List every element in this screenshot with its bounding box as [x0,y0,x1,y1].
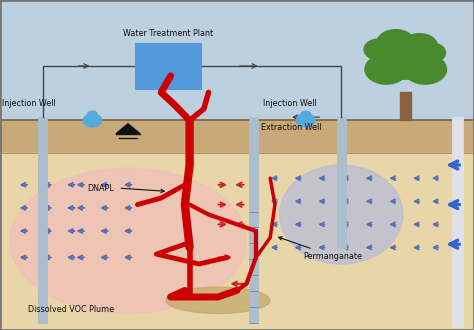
Bar [38,117,47,323]
Circle shape [87,111,98,118]
Bar [135,43,201,89]
Text: Injection Well: Injection Well [263,99,317,109]
Circle shape [364,39,394,60]
Bar [337,117,346,248]
Text: Permanganate: Permanganate [303,252,362,261]
Circle shape [296,114,315,127]
Circle shape [401,34,438,59]
Circle shape [301,111,311,118]
Circle shape [404,54,447,84]
Bar [0,0,474,120]
Circle shape [417,43,446,63]
Ellipse shape [280,165,403,264]
Text: Injection Well: Injection Well [2,99,56,109]
Bar [249,117,258,323]
Ellipse shape [9,168,246,314]
Circle shape [377,30,415,56]
Bar [452,117,463,327]
Ellipse shape [166,287,270,314]
Bar [0,120,474,153]
Text: Water Treatment Plant: Water Treatment Plant [123,29,213,38]
Polygon shape [116,124,140,134]
Text: Dissolved VOC Plume: Dissolved VOC Plume [28,305,115,314]
Bar [400,92,411,120]
Circle shape [365,54,408,84]
Text: DNAPL: DNAPL [88,183,114,193]
Bar [0,153,474,330]
Text: Extraction Well: Extraction Well [261,122,321,132]
Circle shape [83,114,102,127]
Circle shape [377,40,434,79]
